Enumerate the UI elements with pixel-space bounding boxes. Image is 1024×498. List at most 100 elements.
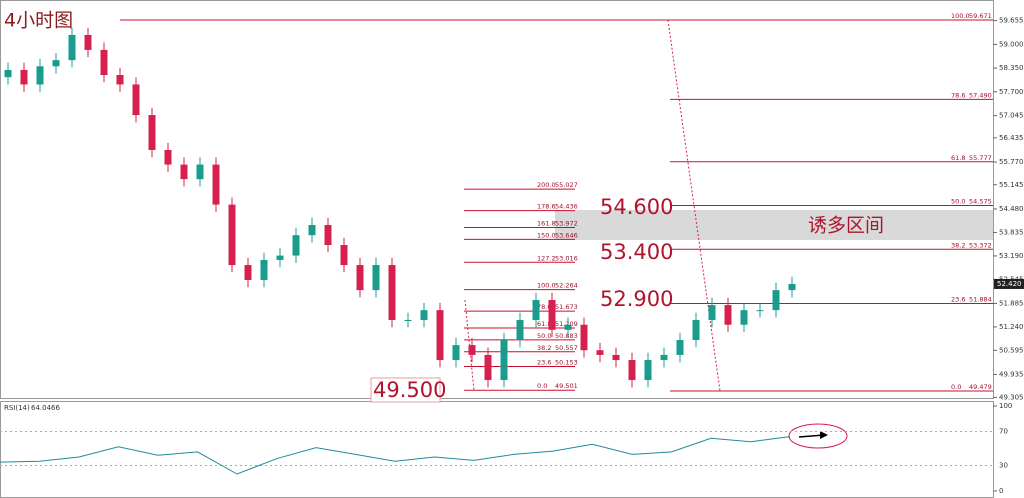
candle-body — [180, 164, 188, 180]
candle-body — [708, 305, 716, 320]
fib-ratio: 127.2 — [537, 254, 556, 262]
last-price-label: 52.420 — [997, 280, 1022, 288]
y-tick-label: 54.480 — [999, 205, 1024, 213]
candle-body — [644, 360, 652, 381]
candle-body — [628, 360, 636, 381]
candle-body — [468, 345, 476, 355]
y-tick-label: 58.350 — [999, 64, 1024, 72]
y-tick-label: 55.770 — [999, 158, 1024, 166]
rsi-tick-label: 100 — [999, 402, 1012, 410]
main-frame — [0, 0, 994, 399]
rsi-tick-label: 0 — [999, 487, 1003, 495]
candle-body — [484, 354, 492, 381]
candle-body — [276, 255, 284, 260]
rsi-label: RSI(14) — [4, 404, 30, 412]
fib-price: 53.646 — [555, 231, 578, 239]
candle-body — [756, 310, 764, 312]
fib-ratio: 0.0 — [537, 382, 547, 390]
rsi-tick-label: 30 — [999, 462, 1008, 470]
candle-body — [580, 324, 588, 351]
candle-body — [52, 60, 60, 67]
rsi-line — [0, 436, 791, 475]
candle-body — [532, 299, 540, 320]
y-tick-label: 56.435 — [999, 134, 1024, 142]
y-tick-label: 57.700 — [999, 88, 1024, 96]
candle-body — [452, 345, 460, 361]
fib-ratio: 161.8 — [537, 219, 556, 227]
rsi-tick-label: 70 — [999, 428, 1008, 436]
candle-body — [772, 290, 780, 311]
fib-ratio: 61.8 — [537, 320, 551, 328]
fib-price: 53.372 — [969, 241, 992, 249]
candle-body — [420, 310, 428, 320]
fib-ratio: 200.0 — [537, 181, 556, 189]
candle-body — [516, 319, 524, 341]
fib-price: 59.671 — [969, 12, 992, 20]
fib-price: 53.016 — [555, 254, 578, 262]
fib-ratio: 100.0 — [951, 12, 970, 20]
candle-body — [260, 259, 268, 280]
rsi-frame — [0, 401, 994, 498]
candle-body — [788, 283, 796, 291]
candle-body — [84, 34, 92, 50]
candle-body — [196, 164, 204, 180]
y-tick-label: 55.145 — [999, 181, 1024, 189]
fib-price: 50.557 — [555, 344, 578, 352]
fib-ratio: 23.6 — [951, 295, 965, 303]
trap-zone — [555, 210, 993, 240]
fib-price: 51.884 — [969, 295, 992, 303]
candle-body — [724, 305, 732, 325]
fib-price: 54.436 — [555, 203, 578, 211]
price-annotation: 54.600 — [600, 195, 673, 219]
candle-body — [596, 350, 604, 355]
fib-ratio: 178.6 — [537, 203, 556, 211]
highlight-ellipse — [788, 423, 848, 449]
candle-body — [340, 245, 348, 266]
price-annotation: 52.900 — [600, 287, 673, 311]
fib-ratio: 38.2 — [537, 344, 551, 352]
y-tick-label: 57.045 — [999, 112, 1024, 120]
fib-ratio: 50.0 — [951, 198, 965, 206]
candle-body — [692, 319, 700, 341]
fib-ratio: 100.0 — [537, 282, 556, 290]
candle-body — [228, 204, 236, 266]
rsi-value: 64.0466 — [31, 404, 60, 412]
fib-price: 53.972 — [555, 219, 578, 227]
y-tick-label: 53.835 — [999, 228, 1024, 236]
candle-body — [244, 265, 252, 280]
fib-ratio: 78.6 — [537, 303, 551, 311]
fib-price: 51.673 — [555, 303, 578, 311]
candle-body — [132, 84, 140, 116]
candle-body — [564, 324, 572, 330]
candle-body — [4, 69, 12, 78]
candle-body — [212, 164, 220, 205]
fib-price: 54.575 — [969, 198, 992, 206]
fib-ratio: 150.0 — [537, 231, 556, 239]
fib-price: 50.883 — [555, 332, 578, 340]
fib-ratio: 78.6 — [951, 91, 965, 99]
arrow-head — [820, 431, 828, 439]
candle-body — [740, 310, 748, 325]
fib-ratio: 23.6 — [537, 358, 551, 366]
fib-ratio: 0.0 — [951, 383, 961, 391]
candle-body — [116, 75, 124, 85]
candle-body — [372, 265, 380, 291]
annotation-box — [370, 377, 441, 403]
fib-price: 51.209 — [555, 320, 578, 328]
candle-body — [68, 34, 76, 61]
zone-label: 诱多区间 — [808, 215, 884, 237]
candle-body — [660, 354, 668, 361]
candle-body — [164, 150, 172, 165]
y-tick-label: 51.885 — [999, 299, 1024, 307]
fib-price: 49.501 — [555, 382, 578, 390]
candle-body — [548, 299, 556, 330]
y-tick-label: 51.240 — [999, 323, 1024, 331]
y-tick-label: 59.655 — [999, 17, 1024, 25]
candle-body — [612, 354, 620, 361]
candle-body — [100, 49, 108, 76]
candle-body — [308, 224, 316, 236]
candle-body — [500, 340, 508, 381]
fib-ratio: 38.2 — [951, 241, 965, 249]
candle-body — [148, 115, 156, 151]
fib-trend-line — [667, 19, 721, 392]
